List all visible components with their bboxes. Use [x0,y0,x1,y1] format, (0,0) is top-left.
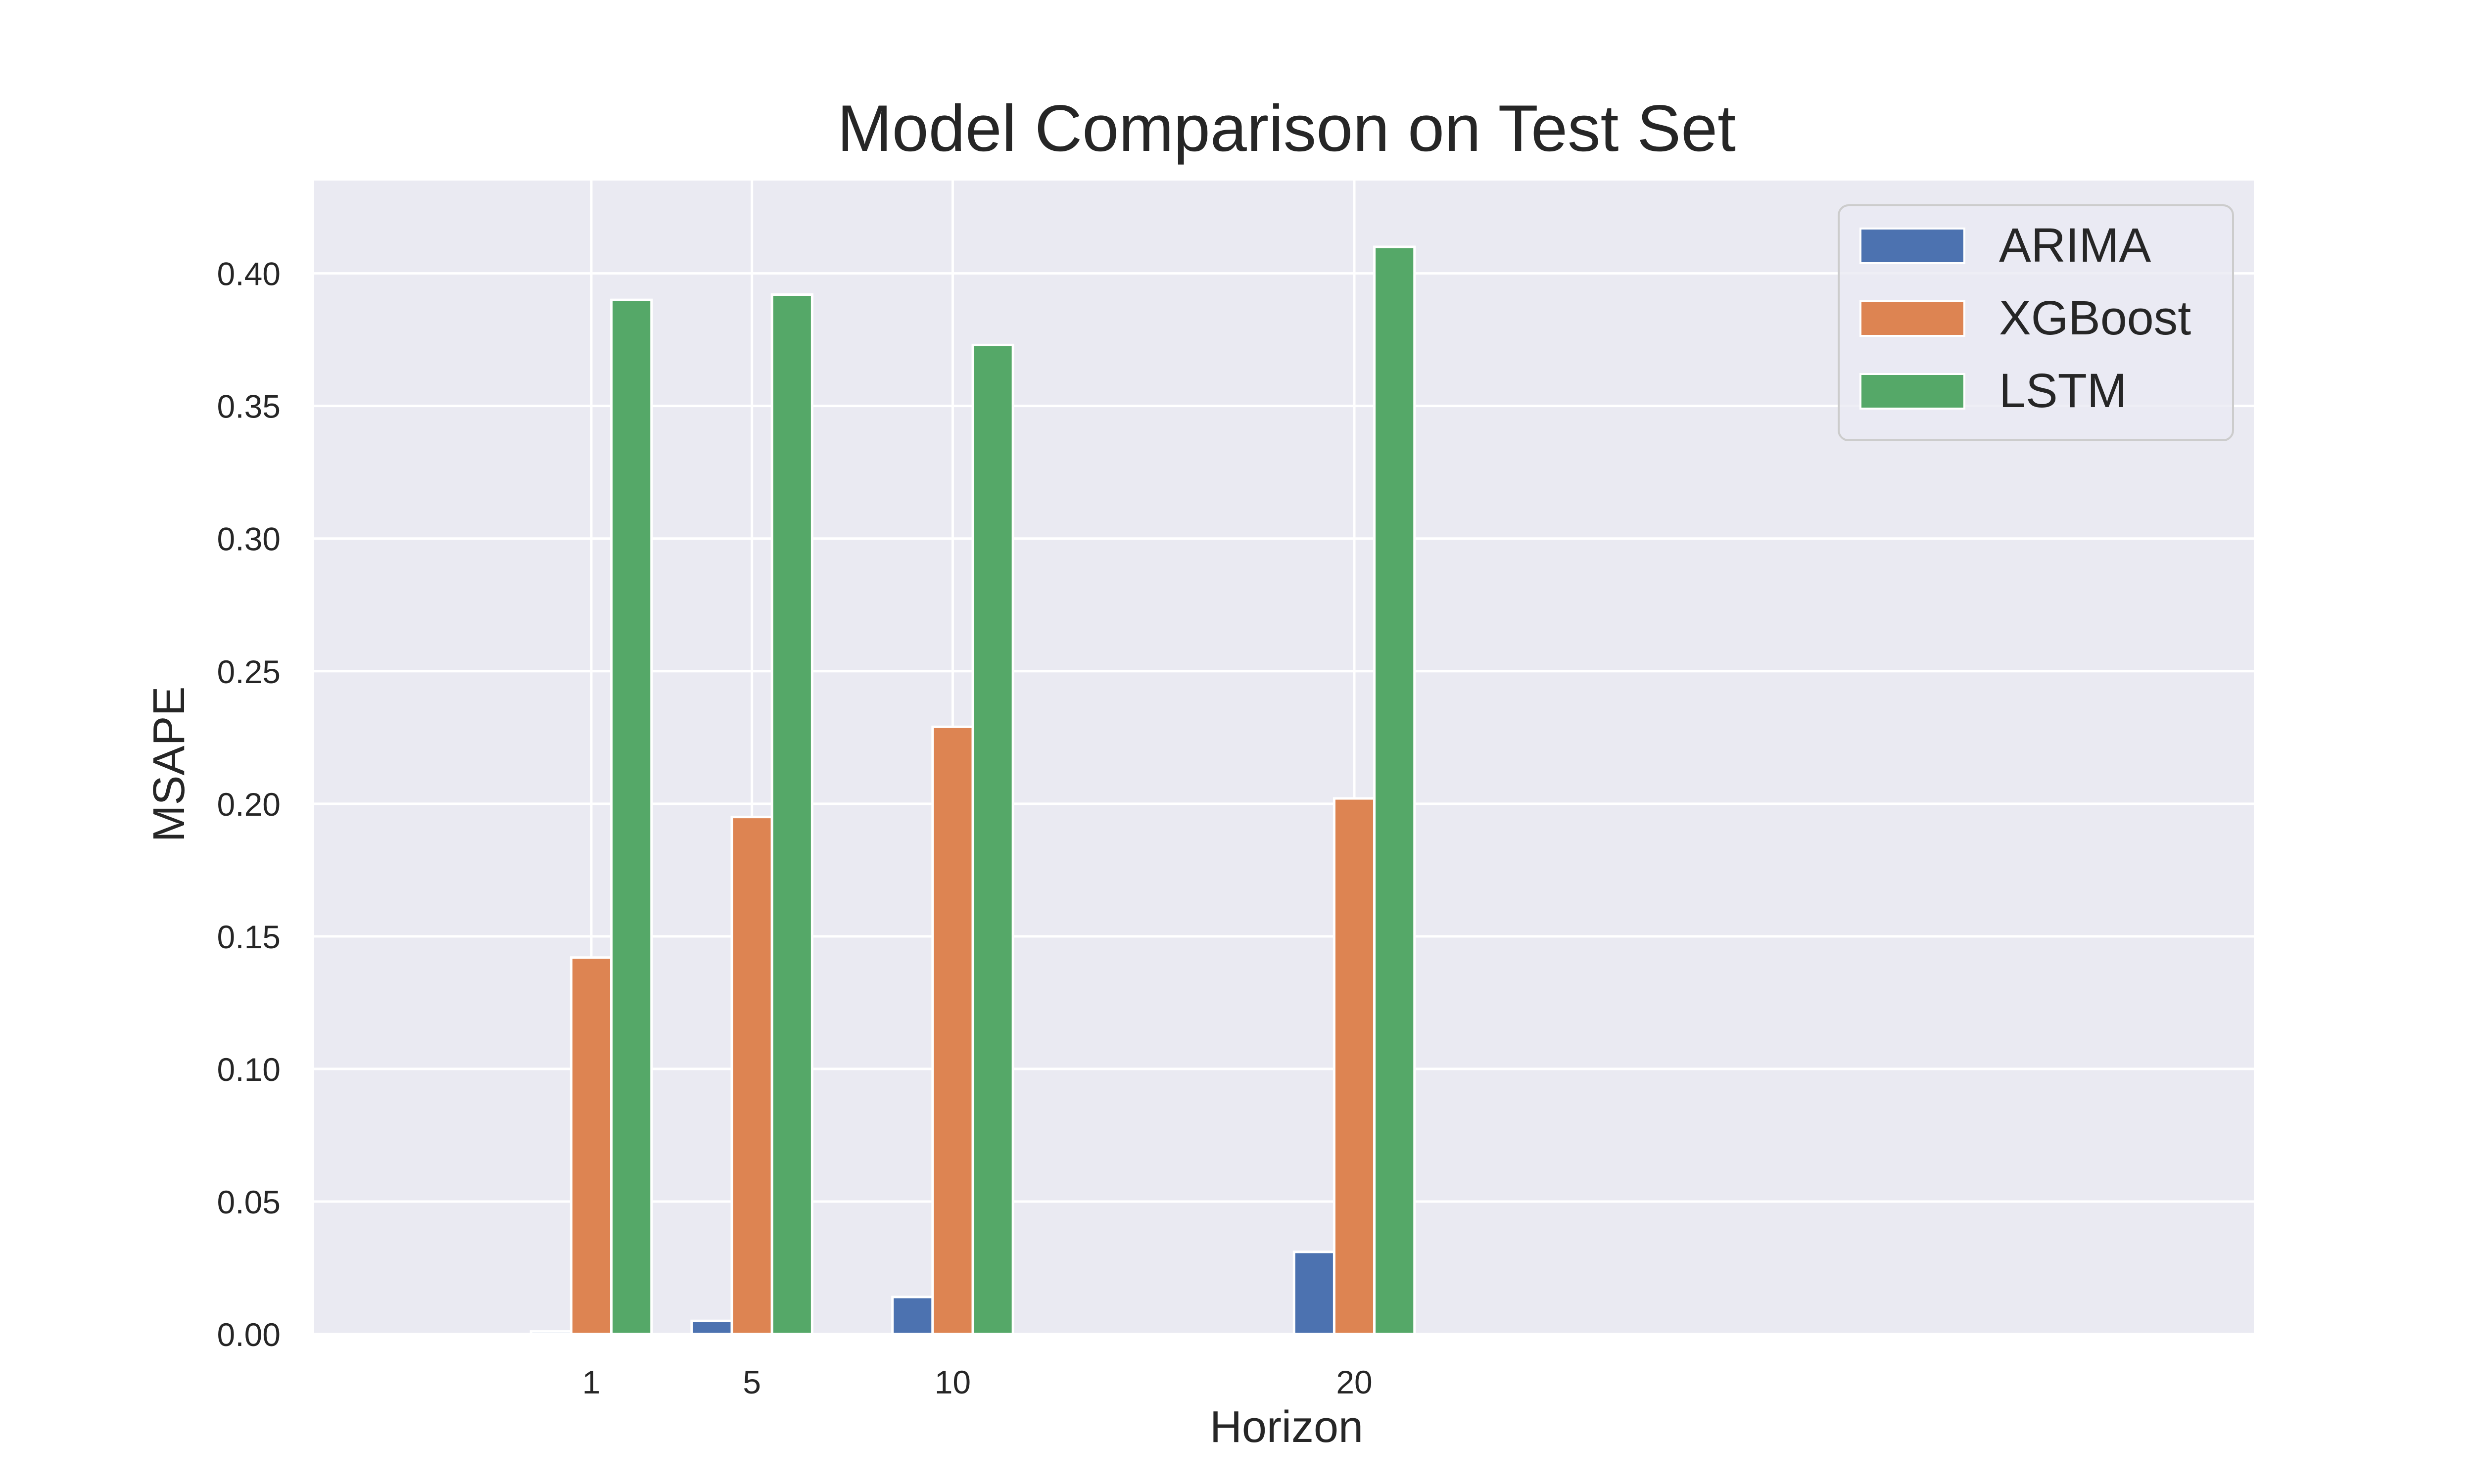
bar-arima-5 [690,1319,733,1336]
x-tick-label: 1 [582,1364,601,1400]
y-tick-label: 0.15 [217,919,281,955]
bar-arima-20 [1292,1251,1335,1336]
x-tick-label: 10 [935,1364,971,1400]
bar-arima-1 [529,1330,572,1336]
legend-label-xgboost: XGBoost [1999,291,2191,345]
legend: ARIMA XGBoost LSTM [1838,204,2234,441]
bars [529,245,1416,1336]
y-tick-label: 0.10 [217,1051,281,1088]
x-tick-label: 5 [743,1364,761,1400]
y-tick-label: 0.20 [217,786,281,823]
bar-xgboost-20 [1332,797,1376,1336]
legend-swatch-lstm [1859,373,1965,410]
y-tick-label: 0.30 [217,521,281,557]
x-tick-label: 20 [1336,1364,1372,1400]
bar-xgboost-5 [730,816,773,1336]
legend-items: ARIMA XGBoost LSTM [1859,218,2191,417]
bar-xgboost-10 [931,725,974,1336]
bar-lstm-1 [610,298,653,1336]
bar-xgboost-1 [570,956,613,1336]
y-axis-ticks: 0.00 0.05 0.10 0.15 0.20 0.25 0.30 0.35 0.40 [217,256,281,1353]
bar-lstm-10 [971,343,1014,1336]
legend-swatch-arima [1859,228,1965,264]
chart-title: Model Comparison on Test Set [837,92,1736,165]
y-axis-label: MSAPE [144,686,194,842]
y-tick-label: 0.35 [217,388,281,425]
y-tick-label: 0.40 [217,256,281,292]
legend-label-lstm: LSTM [1999,364,2127,417]
legend-swatch-xgboost [1859,300,1965,337]
y-tick-label: 0.00 [217,1316,281,1353]
x-axis-label: Horizon [1210,1402,1363,1452]
bar-arima-10 [891,1296,934,1336]
bar-lstm-5 [770,293,813,1336]
x-axis-ticks: 1 5 10 20 [582,1364,1373,1400]
bar-lstm-20 [1373,245,1416,1336]
legend-label-arima: ARIMA [1999,218,2151,272]
y-tick-label: 0.25 [217,653,281,690]
y-tick-label: 0.05 [217,1184,281,1220]
